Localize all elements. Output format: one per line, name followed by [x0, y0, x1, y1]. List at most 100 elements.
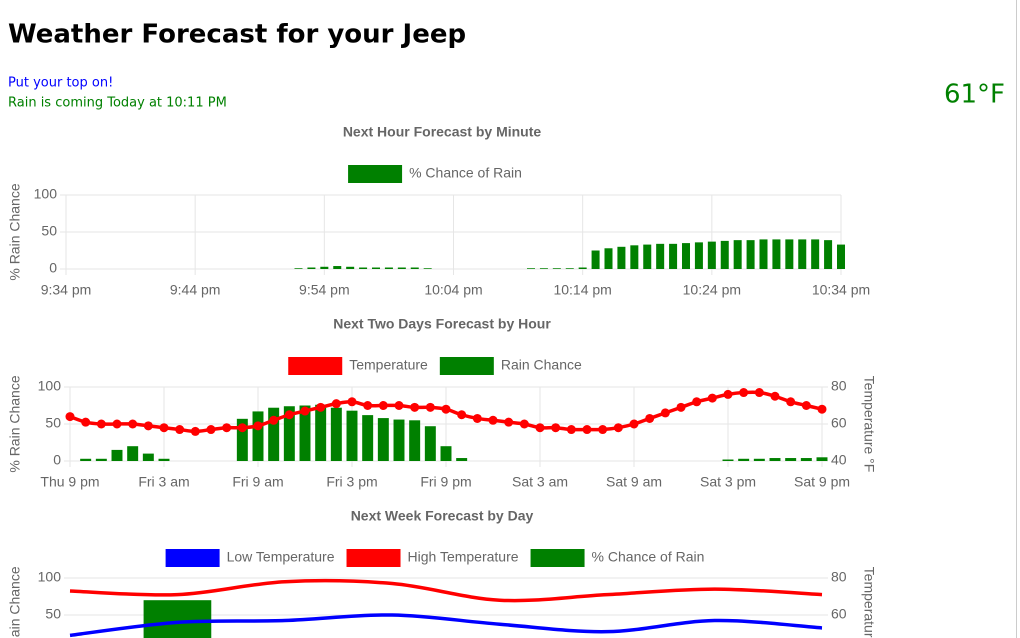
bar: [362, 415, 374, 461]
line-point: [566, 425, 576, 435]
line-point: [222, 423, 232, 433]
line-point: [425, 402, 435, 412]
bar: [393, 419, 405, 461]
bar: [397, 267, 406, 269]
chart-title: Next Hour Forecast by Minute: [343, 124, 542, 140]
bar: [95, 458, 107, 461]
line-point: [692, 397, 702, 407]
y2-tick-label: 60: [831, 415, 847, 431]
bar: [539, 268, 548, 269]
line-point: [65, 412, 75, 422]
legend-swatch: [346, 549, 401, 567]
x-tick-label: 10:04 pm: [424, 282, 482, 298]
legend-label: Temperature: [349, 357, 428, 373]
x-tick-label: 10:24 pm: [683, 282, 741, 298]
line-point: [253, 421, 263, 431]
bar: [283, 406, 295, 461]
line-point: [770, 391, 780, 401]
bar: [722, 459, 734, 461]
line-point: [237, 423, 247, 433]
x-tick-label: Sat 3 pm: [700, 474, 756, 490]
line-point: [660, 408, 670, 418]
y-tick-label: 0: [49, 260, 57, 276]
bar: [410, 267, 419, 269]
bar: [307, 267, 316, 269]
line-point: [316, 402, 326, 412]
bar: [769, 458, 781, 461]
bar: [359, 267, 368, 269]
line-point: [206, 425, 216, 435]
bar: [526, 268, 536, 269]
bar: [630, 245, 639, 269]
line-point: [598, 425, 608, 435]
line-point: [363, 401, 373, 410]
bar: [299, 405, 311, 461]
x-tick-label: 9:44 pm: [170, 282, 221, 298]
bar: [127, 446, 139, 461]
bar: [798, 239, 807, 269]
bar: [816, 457, 828, 461]
line-point: [535, 423, 545, 433]
legend-swatch: [165, 549, 220, 567]
line-point: [817, 404, 827, 414]
line-point: [739, 388, 749, 398]
x-tick-label: Fri 3 am: [138, 474, 189, 490]
bar: [456, 458, 468, 461]
bar: [252, 411, 264, 461]
line-point: [175, 425, 185, 435]
y-tick-label: 100: [38, 569, 62, 585]
chart-title: Next Two Days Forecast by Hour: [333, 316, 551, 332]
line-point: [378, 401, 388, 410]
line-point: [190, 426, 200, 436]
line-point: [551, 423, 561, 433]
bar: [552, 268, 561, 269]
line-point: [269, 415, 279, 425]
line-point: [488, 415, 498, 425]
bar: [578, 267, 587, 269]
line-point: [786, 397, 796, 407]
line-point: [645, 413, 655, 423]
bar: [423, 268, 432, 269]
bar: [143, 600, 212, 638]
line-point: [347, 397, 357, 407]
current-temperature: 61°F: [944, 80, 1005, 110]
x-tick-label: 9:54 pm: [299, 282, 350, 298]
bar: [268, 407, 280, 461]
legend-label: Rain Chance: [501, 357, 582, 373]
bar: [377, 418, 389, 461]
line-point: [284, 410, 294, 420]
x-tick-label: Fri 9 pm: [420, 474, 471, 490]
line-point: [394, 401, 404, 410]
bar: [746, 240, 755, 269]
x-tick-label: Sat 9 am: [606, 474, 662, 490]
line-point: [112, 419, 122, 429]
bar: [824, 240, 833, 269]
bar: [617, 246, 626, 269]
line-point: [159, 423, 169, 433]
y-tick-label: 50: [45, 415, 61, 431]
legend-swatch: [530, 549, 585, 567]
line-point: [441, 404, 451, 414]
x-tick-label: 10:34 pm: [812, 282, 870, 298]
y2-tick-label: 60: [831, 606, 847, 622]
bar: [158, 458, 170, 461]
bar: [142, 453, 154, 461]
bar: [236, 418, 248, 461]
line-point: [582, 425, 592, 435]
bar: [836, 244, 846, 269]
y-axis-label: % Rain Chance: [7, 183, 23, 280]
bar: [320, 266, 329, 269]
line-point: [504, 417, 514, 427]
x-tick-label: 9:34 pm: [41, 282, 92, 298]
y-tick-label: 100: [34, 186, 58, 202]
bar: [409, 420, 421, 461]
y2-axis-label: Temperature °F: [861, 376, 877, 473]
line-point: [81, 417, 91, 427]
bar: [785, 458, 797, 461]
line-point: [707, 393, 717, 403]
bar: [565, 268, 574, 269]
bar: [707, 241, 716, 269]
bar: [800, 458, 812, 461]
bar: [604, 248, 613, 269]
